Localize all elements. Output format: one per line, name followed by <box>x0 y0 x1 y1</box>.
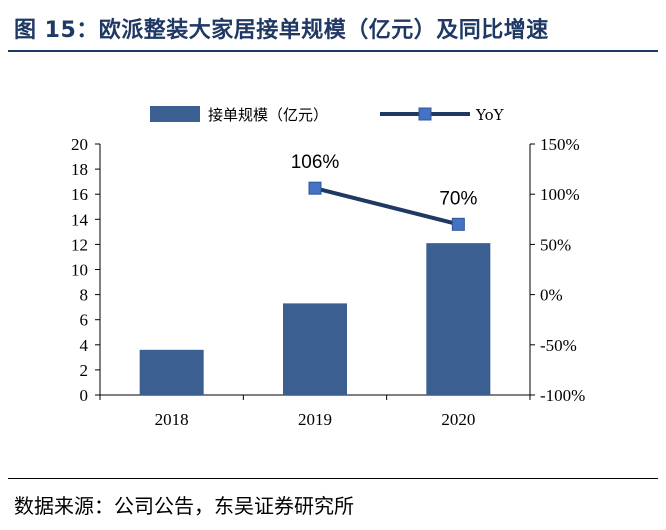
y-right-tick-label: 150% <box>540 135 580 154</box>
y-left-tick-label: 8 <box>80 286 89 305</box>
yoy-data-label: 70% <box>439 188 477 209</box>
legend-line-label: YoY <box>475 106 505 124</box>
source-note: 数据来源：公司公告，东吴证券研究所 <box>14 494 354 518</box>
axes: 0 2 4 6 8 10 12 14 16 18 20 -100% -50% 0% 50% 100% 150% 2… <box>71 135 585 429</box>
yoy-point <box>308 181 322 195</box>
yoy-point <box>451 217 465 231</box>
bar-series <box>139 243 491 395</box>
legend-line-marker <box>418 107 432 121</box>
chart: 接单规模（亿元） YoY 0 2 4 6 8 10 12 14 16 18 20 -100% -50% 0%… <box>71 106 585 429</box>
x-tick-label: 2020 <box>441 410 475 429</box>
x-tick-label: 2018 <box>155 410 189 429</box>
bar <box>283 303 347 395</box>
title-divider <box>8 50 658 52</box>
yoy-line <box>314 186 459 227</box>
legend-bar-label: 接单规模（亿元） <box>208 106 328 124</box>
data-labels: 106% 70% <box>291 152 478 209</box>
footer-divider <box>8 478 658 479</box>
y-left-tick-label: 4 <box>80 336 89 355</box>
y-right-tick-label: -50% <box>540 336 577 355</box>
y-right-tick-label: 100% <box>540 185 580 204</box>
yoy-series <box>308 181 465 231</box>
y-left-tick-label: 16 <box>71 185 88 204</box>
bar <box>139 349 204 395</box>
figure-title: 图 15：欧派整装大家居接单规模（亿元）及同比增速 <box>14 18 549 43</box>
legend: 接单规模（亿元） YoY <box>150 106 505 124</box>
legend-bar-swatch <box>150 106 200 122</box>
x-tick-label: 2019 <box>298 410 332 429</box>
y-left-tick-label: 12 <box>71 235 88 254</box>
y-left-tick-label: 14 <box>71 210 89 229</box>
bar <box>426 243 491 395</box>
y-left-tick-label: 0 <box>80 386 89 405</box>
y-left-tick-label: 20 <box>71 135 88 154</box>
y-left-tick-label: 18 <box>71 160 88 179</box>
y-left-tick-label: 6 <box>80 311 89 330</box>
y-right-tick-label: 0% <box>540 286 563 305</box>
y-right-tick-label: 50% <box>540 235 571 254</box>
yoy-data-label: 106% <box>291 152 340 173</box>
y-left-tick-label: 2 <box>80 361 89 380</box>
y-left-tick-label: 10 <box>71 261 88 280</box>
y-right-tick-label: -100% <box>540 386 585 405</box>
